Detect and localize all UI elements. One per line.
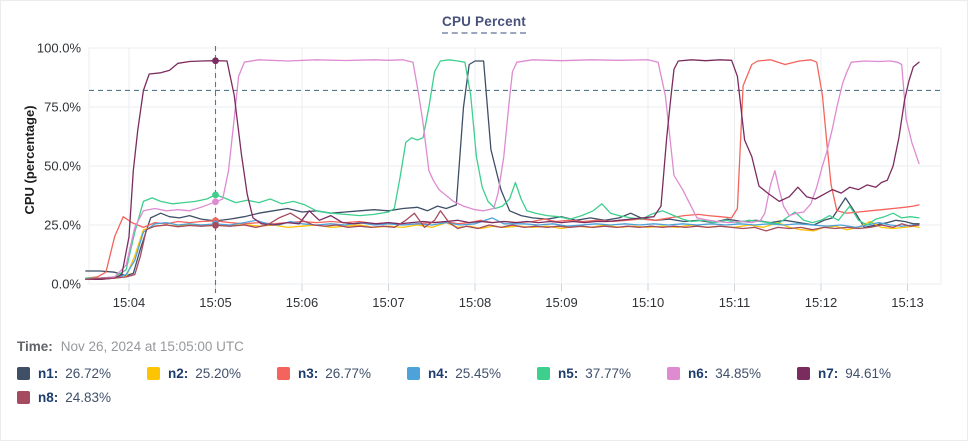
crosshair-dot-n6 xyxy=(212,198,219,206)
legend-series-name: n6: xyxy=(688,366,709,381)
x-tick-label: 15:05 xyxy=(199,295,232,310)
x-tick-label: 15:13 xyxy=(891,295,924,310)
legend-color-swatch-n7 xyxy=(797,367,810,380)
legend-series-name: n5: xyxy=(558,366,579,381)
legend-row-1: n1: 26.72% n2: 25.20% n3: 26.77% n4: 25.45% n5: 3… xyxy=(17,366,967,381)
legend-color-swatch-n3 xyxy=(277,367,290,380)
legend-series-name: n7: xyxy=(818,366,839,381)
y-tick-label: 75.0% xyxy=(44,100,81,115)
chart-title-text[interactable]: CPU Percent xyxy=(442,14,526,34)
chart-legend: n1: 26.72% n2: 25.20% n3: 26.77% n4: 25.45% n5: 3… xyxy=(17,366,967,405)
legend-series-name: n4: xyxy=(428,366,449,381)
y-tick-label: 50.0% xyxy=(44,159,81,174)
series-line-n7[interactable] xyxy=(85,59,920,280)
legend-color-swatch-n4 xyxy=(407,367,420,380)
legend-series-name: n8: xyxy=(38,390,59,405)
series-line-n2[interactable] xyxy=(85,220,920,280)
legend-item-n8[interactable]: n8: 24.83% xyxy=(17,390,121,405)
series-line-n4[interactable] xyxy=(85,217,920,280)
x-tick-label: 15:10 xyxy=(632,295,665,310)
time-value: Nov 26, 2024 at 15:05:00 UTC xyxy=(60,339,244,354)
crosshair-time-readout: Time: Nov 26, 2024 at 15:05:00 UTC xyxy=(17,339,967,354)
legend-series-name: n3: xyxy=(298,366,319,381)
legend-series-value: 25.20% xyxy=(195,366,242,381)
legend-series-value: 26.72% xyxy=(65,366,112,381)
legend-item-n4[interactable]: n4: 25.45% xyxy=(407,366,511,381)
legend-series-value: 94.61% xyxy=(845,366,892,381)
y-tick-label: 0.0% xyxy=(51,277,81,292)
legend-series-value: 24.83% xyxy=(65,390,112,405)
crosshair-dot-n8 xyxy=(212,222,219,229)
x-tick-label: 15:07 xyxy=(372,295,405,310)
legend-row-2: n8: 24.83% xyxy=(17,390,967,405)
legend-series-value: 34.85% xyxy=(715,366,762,381)
legend-series-value: 37.77% xyxy=(585,366,632,381)
legend-series-name: n1: xyxy=(38,366,59,381)
legend-item-n3[interactable]: n3: 26.77% xyxy=(277,366,381,381)
legend-color-swatch-n5 xyxy=(537,367,550,380)
x-tick-label: 15:09 xyxy=(545,295,578,310)
x-tick-label: 15:11 xyxy=(719,295,751,310)
legend-item-n7[interactable]: n7: 94.61% xyxy=(797,366,901,381)
legend-item-n1[interactable]: n1: 26.72% xyxy=(17,366,121,381)
time-label: Time: xyxy=(17,339,53,354)
series-line-n1[interactable] xyxy=(85,60,920,277)
chart-title: CPU Percent xyxy=(1,13,967,34)
chart-area: CPU (percentage) 0.0% 25.0% 50.0% 75.0% 100.… xyxy=(1,1,968,323)
chart-plot-area[interactable]: 0.0% 25.0% 50.0% 75.0% 100.0% 15:04 15:05 15:06… xyxy=(1,1,968,323)
x-tick-label: 15:08 xyxy=(459,295,492,310)
x-tick-label: 15:12 xyxy=(805,295,838,310)
y-tick-label: 25.0% xyxy=(44,218,81,233)
legend-series-name: n2: xyxy=(168,366,189,381)
series-line-n6[interactable] xyxy=(85,59,920,280)
legend-color-swatch-n2 xyxy=(147,367,160,380)
legend-color-swatch-n6 xyxy=(667,367,680,380)
legend-color-swatch-n1 xyxy=(17,367,30,380)
legend-item-n5[interactable]: n5: 37.77% xyxy=(537,366,641,381)
y-tick-label: 100.0% xyxy=(37,41,82,56)
legend-item-n6[interactable]: n6: 34.85% xyxy=(667,366,771,381)
series-line-n8[interactable] xyxy=(85,210,920,280)
crosshair-dot-n7 xyxy=(212,57,219,65)
y-axis-title: CPU (percentage) xyxy=(22,105,37,215)
x-tick-label: 15:06 xyxy=(286,295,319,310)
x-tick-label: 15:04 xyxy=(113,295,146,310)
legend-series-value: 26.77% xyxy=(325,366,372,381)
legend-series-value: 25.45% xyxy=(455,366,502,381)
legend-item-n2[interactable]: n2: 25.20% xyxy=(147,366,251,381)
legend-color-swatch-n8 xyxy=(17,391,30,404)
crosshair-dot-n5 xyxy=(212,191,219,199)
